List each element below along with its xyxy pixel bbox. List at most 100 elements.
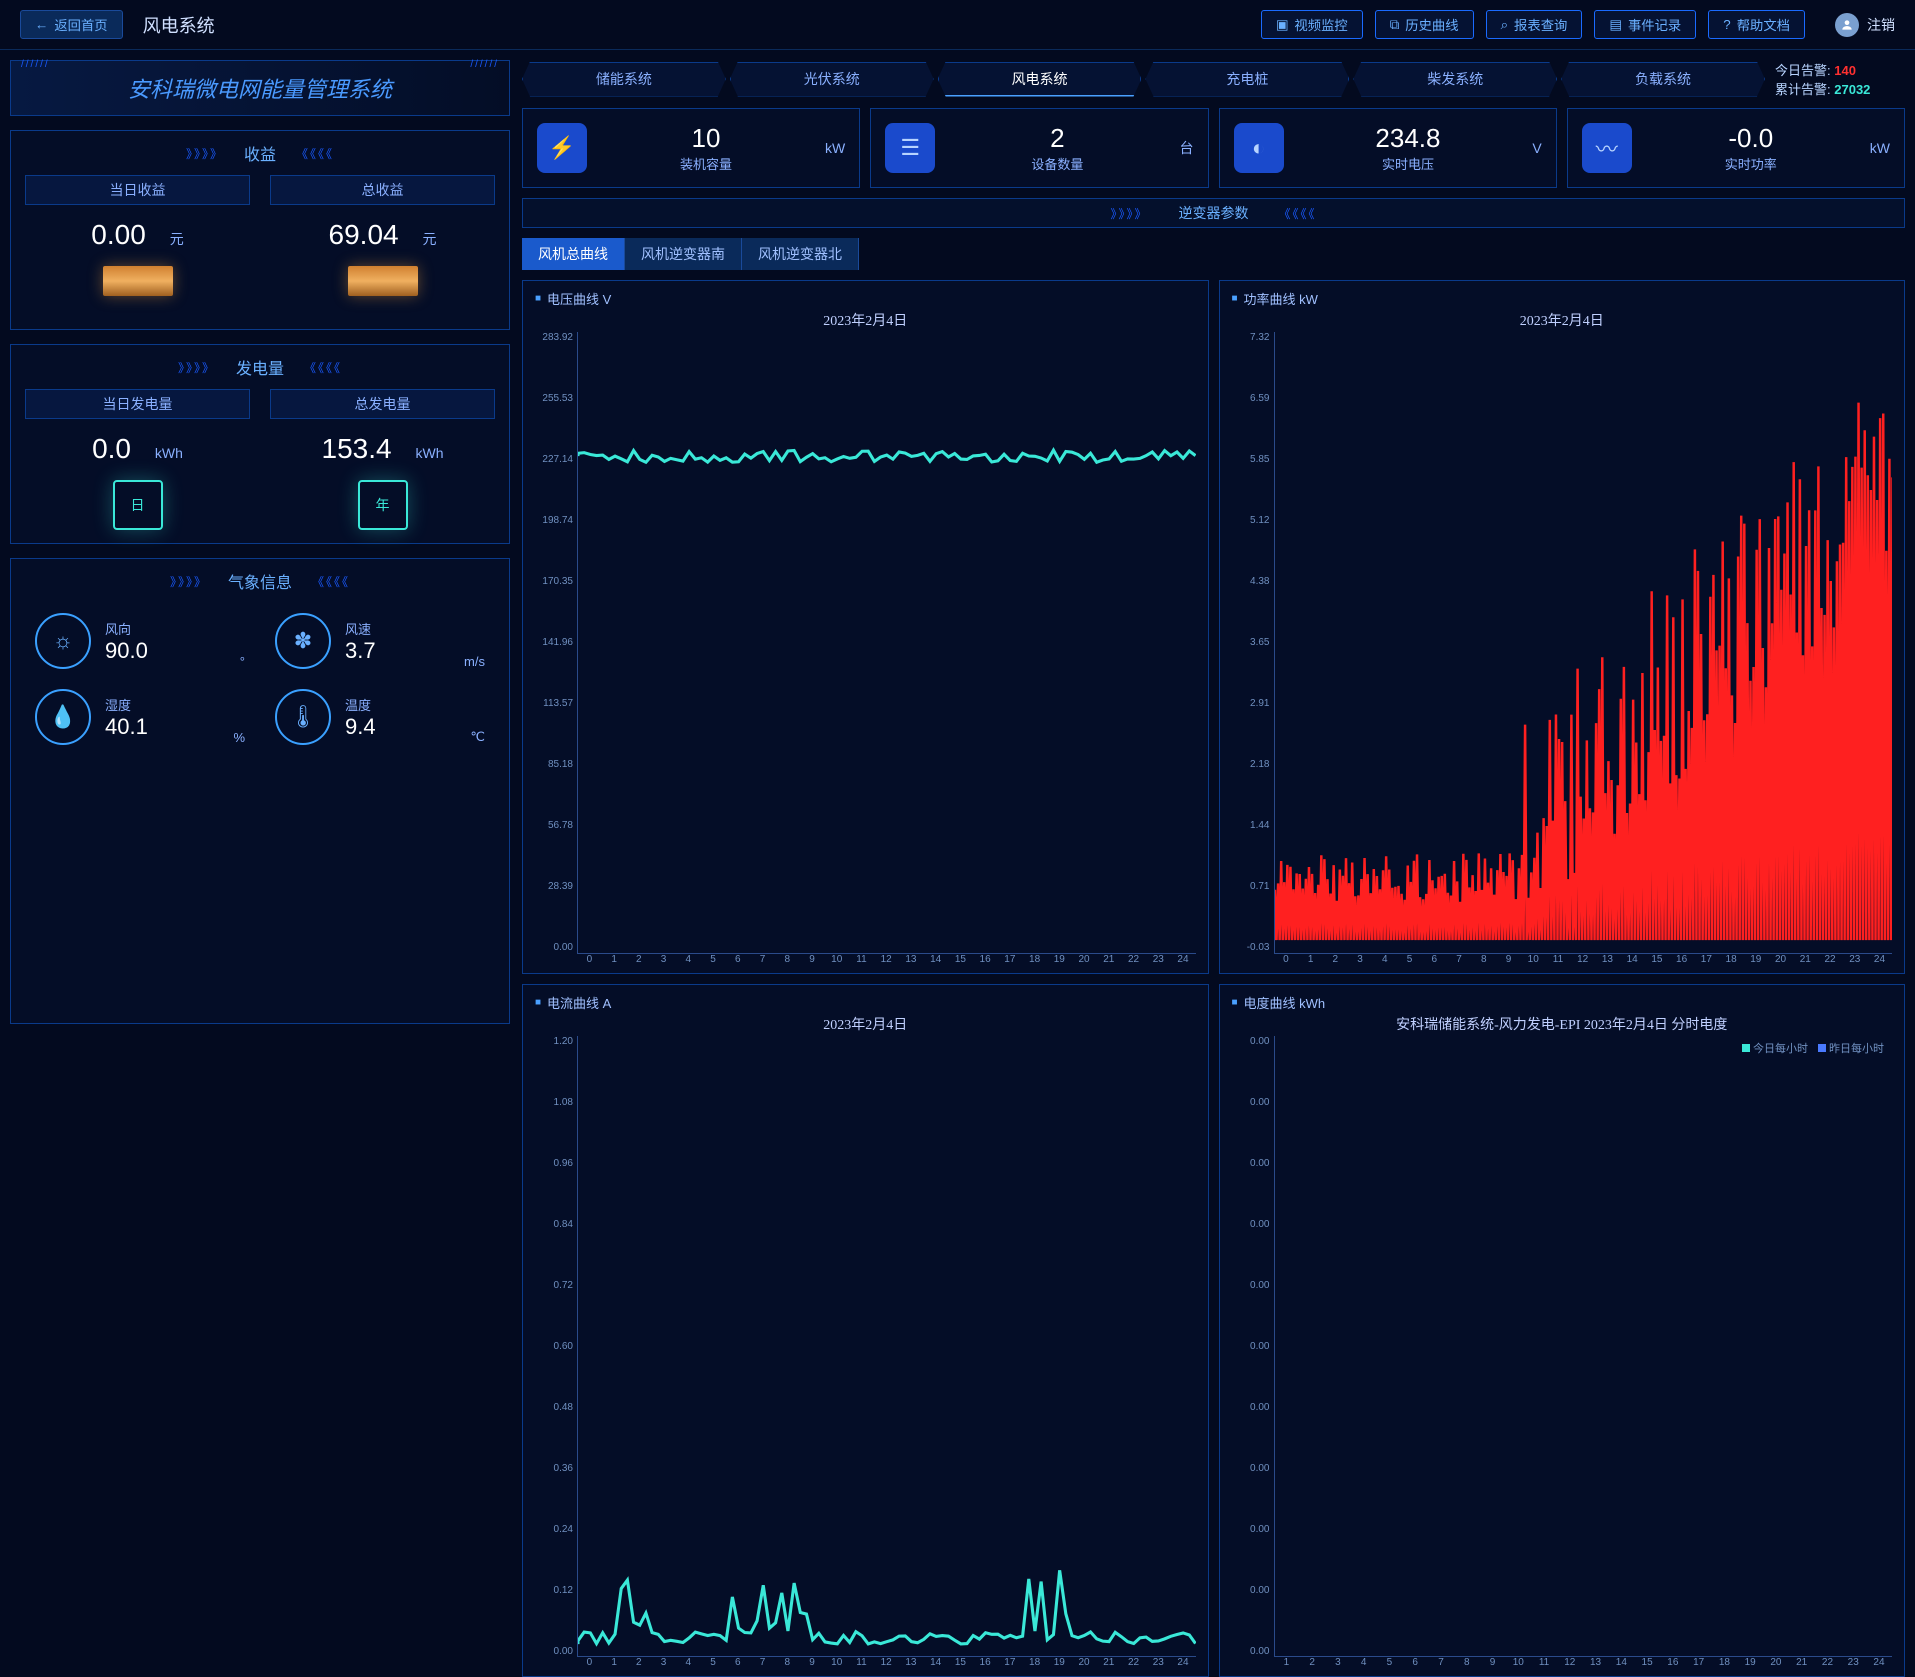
voltage-plot — [577, 332, 1196, 954]
power-x-axis: 0123456789101112131415161718192021222324 — [1232, 954, 1893, 965]
subsys-tab-5[interactable]: 负载系统 — [1561, 62, 1765, 97]
gauge-icon: ◐ — [1234, 123, 1284, 173]
temp-unit: ℃ — [470, 729, 485, 745]
back-label: 返回首页 — [54, 15, 107, 34]
kpi-voltage-value: 234.8 — [1375, 123, 1440, 154]
chevrons-left-icon: 》》》》 — [1110, 205, 1148, 222]
pulse-icon: 〰 — [1582, 123, 1632, 173]
current-y-axis: 1.201.080.960.840.720.600.480.360.240.12… — [535, 1036, 577, 1658]
revenue-total-unit: 元 — [422, 231, 436, 247]
help-icon: ? — [1723, 17, 1730, 32]
subsys-tab-2[interactable]: 风电系统 — [938, 62, 1142, 97]
arrow-left-icon: ← — [35, 17, 48, 32]
help-label: 帮助文档 — [1737, 15, 1790, 34]
generation-today: 当日发电量 0.0 kWh 日 — [25, 389, 250, 535]
energy-chart-label: 电度曲线 kWh — [1232, 993, 1893, 1012]
droplet-icon: 💧 — [35, 689, 91, 745]
voltage-chart-title: 2023年2月4日 — [535, 310, 1196, 330]
right-top-row: 储能系统光伏系统风电系统充电桩柴发系统负载系统 今日告警: 140 累计告警: … — [522, 60, 1905, 98]
report-query-button[interactable]: ⌕ 报表查询 — [1486, 10, 1583, 39]
humidity-unit: % — [233, 730, 245, 745]
user-area[interactable]: 注销 — [1835, 13, 1895, 37]
wind-direction-item: ☼ 风向 90.0 ° — [35, 613, 245, 669]
kpi-power-value: -0.0 — [1728, 123, 1773, 154]
generation-title: 发电量 — [236, 355, 284, 379]
temp-label: 温度 — [345, 695, 376, 714]
current-chart-label: 电流曲线 A — [535, 993, 1196, 1012]
power-chart-title: 2023年2月4日 — [1232, 310, 1893, 330]
inner-tab-0[interactable]: 风机总曲线 — [522, 238, 625, 270]
revenue-today-unit: 元 — [170, 231, 184, 247]
legend-yesterday: 昨日每小时 — [1829, 1043, 1884, 1055]
chevrons-left-icon: 》》》》 — [186, 145, 224, 162]
chevrons-right-icon: 《《《《 — [296, 145, 334, 162]
kpi-power-unit: kW — [1870, 140, 1890, 156]
event-label: 事件记录 — [1628, 15, 1681, 34]
top-actions: ▣ 视频监控 ⧉ 历史曲线 ⌕ 报表查询 ▤ 事件记录 ? 帮助文档 — [1261, 10, 1805, 39]
voltage-y-axis: 283.92255.53227.14198.74170.35141.96113.… — [535, 332, 577, 954]
power-plot — [1274, 332, 1893, 954]
revenue-total: 总收益 69.04 元 — [270, 175, 495, 301]
top-bar: ← 返回首页 风电系统 ▣ 视频监控 ⧉ 历史曲线 ⌕ 报表查询 ▤ 事件记录 … — [0, 0, 1915, 50]
wind-speed-item: ✽ 风速 3.7 m/s — [275, 613, 485, 669]
kpi-devices-unit: 台 — [1180, 138, 1194, 158]
main-area: 安科瑞微电网能量管理系统 》》》》 收益 《《《《 当日收益 0.00 元 总收… — [0, 50, 1915, 1034]
server-icon: ☰ — [885, 123, 935, 173]
event-log-button[interactable]: ▤ 事件记录 — [1594, 10, 1696, 39]
subsys-tab-1[interactable]: 光伏系统 — [730, 62, 934, 97]
generation-total-value: 153.4 — [322, 433, 392, 465]
kpi-devices: ☰ 2 设备数量 台 — [870, 108, 1208, 188]
video-monitor-button[interactable]: ▣ 视频监控 — [1261, 10, 1363, 39]
fan-icon: ✽ — [275, 613, 331, 669]
generation-total-label: 总发电量 — [270, 389, 495, 419]
logout-label: 注销 — [1867, 15, 1895, 35]
kpi-capacity: ⚡ 10 装机容量 kW — [522, 108, 860, 188]
kpi-power: 〰 -0.0 实时功率 kW — [1567, 108, 1905, 188]
inner-tab-2[interactable]: 风机逆变器北 — [742, 238, 859, 270]
sun-icon: ☼ — [35, 613, 91, 669]
generation-today-unit: kWh — [155, 445, 183, 461]
generation-total-unit: kWh — [415, 445, 443, 461]
kpi-row: ⚡ 10 装机容量 kW ☰ 2 设备数量 台 ◐ 234.8 实时电 — [522, 108, 1905, 188]
revenue-total-value: 69.04 — [329, 219, 399, 251]
power-chart-panel: 功率曲线 kW 2023年2月4日 7.326.595.855.124.383.… — [1219, 280, 1906, 974]
wind-dir-unit: ° — [240, 654, 245, 669]
avatar-icon — [1835, 13, 1859, 37]
current-chart-title: 2023年2月4日 — [535, 1014, 1196, 1034]
kpi-power-label: 实时功率 — [1725, 154, 1777, 173]
voltage-chart-panel: 电压曲线 V 2023年2月4日 283.92255.53227.14198.7… — [522, 280, 1209, 974]
alarm-total-value: 27032 — [1834, 82, 1870, 97]
alarm-total-label: 累计告警: — [1775, 82, 1831, 97]
temp-value: 9.4 — [345, 714, 376, 740]
brand-panel: 安科瑞微电网能量管理系统 — [10, 60, 510, 116]
revenue-total-label: 总收益 — [270, 175, 495, 205]
subsys-tab-3[interactable]: 充电桩 — [1145, 62, 1349, 97]
voltage-x-axis: 0123456789101112131415161718192021222324 — [535, 954, 1196, 965]
subsys-tab-0[interactable]: 储能系统 — [522, 62, 726, 97]
kpi-capacity-unit: kW — [825, 140, 845, 156]
subsys-tab-4[interactable]: 柴发系统 — [1353, 62, 1557, 97]
left-column: 安科瑞微电网能量管理系统 》》》》 收益 《《《《 当日收益 0.00 元 总收… — [10, 60, 510, 1024]
generation-panel: 》》》》 发电量 《《《《 当日发电量 0.0 kWh 日 总发电量 153.4… — [10, 344, 510, 544]
energy-y-axis: 0.000.000.000.000.000.000.000.000.000.00… — [1232, 1036, 1274, 1658]
wind-speed-value: 3.7 — [345, 638, 376, 664]
wind-speed-label: 风速 — [345, 619, 376, 638]
kpi-voltage-unit: V — [1532, 140, 1541, 156]
power-y-axis: 7.326.595.855.124.383.652.912.181.440.71… — [1232, 332, 1274, 954]
inner-tab-1[interactable]: 风机逆变器南 — [625, 238, 742, 270]
generation-today-label: 当日发电量 — [25, 389, 250, 419]
back-button[interactable]: ← 返回首页 — [20, 10, 123, 39]
chevrons-left-icon: 》》》》 — [178, 359, 216, 376]
battery-icon: ⚡ — [537, 123, 587, 173]
page-title: 风电系统 — [143, 12, 215, 38]
alarm-today-value: 140 — [1834, 63, 1856, 78]
revenue-title: 收益 — [244, 141, 276, 165]
history-curve-button[interactable]: ⧉ 历史曲线 — [1375, 10, 1474, 39]
current-chart-panel: 电流曲线 A 2023年2月4日 1.201.080.960.840.720.6… — [522, 984, 1209, 1677]
report-label: 报表查询 — [1514, 15, 1567, 34]
power-chart-label: 功率曲线 kW — [1232, 289, 1893, 308]
humidity-item: 💧 湿度 40.1 % — [35, 689, 245, 745]
energy-chart-title: 安科瑞储能系统-风力发电-EPI 2023年2月4日 分时电度 — [1232, 1014, 1893, 1034]
kpi-devices-value: 2 — [1050, 123, 1064, 154]
help-doc-button[interactable]: ? 帮助文档 — [1708, 10, 1805, 39]
